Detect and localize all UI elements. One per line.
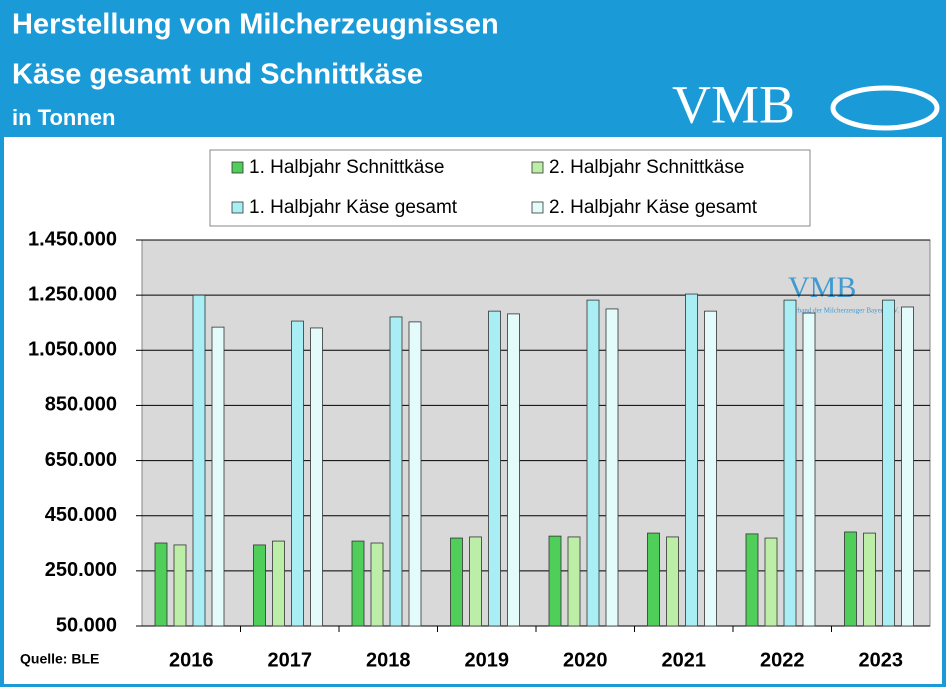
bar (488, 310, 501, 627)
watermark: VMB (788, 271, 856, 304)
chart-title: Herstellung von Milcherzeugnissen (12, 9, 499, 41)
bar (605, 308, 619, 627)
bar (351, 540, 365, 627)
y-tick-label: 1.450.000 (28, 228, 117, 250)
source: Quelle: BLE (20, 651, 99, 667)
bar (291, 320, 304, 627)
bar (764, 537, 778, 627)
bar (863, 532, 876, 627)
bar (507, 313, 520, 627)
legend (209, 149, 811, 227)
y-tick-label: 850.000 (45, 394, 117, 416)
bar (192, 294, 206, 627)
legend-marker (531, 161, 544, 174)
bar (272, 540, 285, 627)
x-tick-label: 2018 (366, 649, 411, 671)
bar (567, 536, 581, 627)
logo-swoosh (830, 85, 940, 131)
bar (685, 293, 698, 627)
bar (647, 532, 660, 627)
y-tick-label: 250.000 (45, 559, 117, 581)
logo: VMB (672, 74, 795, 134)
y-tick-label: 650.000 (45, 449, 117, 471)
y-tick-label: 1.250.000 (28, 283, 117, 305)
x-tick-label: 2021 (662, 649, 707, 671)
x-tick-label: 2016 (169, 649, 214, 671)
legend-label: 2. Halbjahr Schnittkäse (549, 157, 744, 178)
bar (844, 531, 857, 627)
bar (901, 306, 914, 627)
legend-marker (231, 201, 244, 214)
bar (882, 299, 895, 627)
bar (389, 316, 403, 627)
bar (211, 326, 225, 627)
x-tick-label: 2017 (268, 649, 313, 671)
bar (745, 533, 759, 627)
legend-marker (531, 201, 544, 214)
unit-label: in Tonnen (12, 105, 115, 130)
bar (253, 544, 266, 627)
x-tick-label: 2022 (760, 649, 805, 671)
bar (783, 299, 797, 627)
bar (469, 536, 482, 627)
y-tick-label: 450.000 (45, 504, 117, 526)
bar (586, 299, 600, 627)
bar (704, 310, 717, 627)
bar (173, 544, 187, 627)
legend-label: 1. Halbjahr Schnittkäse (249, 157, 444, 178)
bar (802, 312, 816, 627)
y-tick-label: 50.000 (56, 614, 117, 636)
x-tick-label: 2023 (859, 649, 904, 671)
x-tick-label: 2019 (465, 649, 510, 671)
x-tick-label: 2020 (563, 649, 608, 671)
bar (666, 536, 679, 627)
bar (370, 542, 384, 627)
bar (408, 321, 422, 627)
bar (310, 327, 323, 627)
legend-label: 2. Halbjahr Käse gesamt (549, 197, 758, 218)
bar (548, 535, 562, 627)
watermark-subtitle: Verband der Milcherzeuger Bayern e.V. (788, 307, 899, 315)
bar (154, 542, 168, 627)
chart-subtitle: Käse gesamt und Schnittkäse (12, 59, 423, 91)
legend-marker (231, 161, 244, 174)
y-tick-label: 1.050.000 (28, 339, 117, 361)
bar (450, 537, 463, 627)
legend-label: 1. Halbjahr Käse gesamt (249, 197, 458, 218)
